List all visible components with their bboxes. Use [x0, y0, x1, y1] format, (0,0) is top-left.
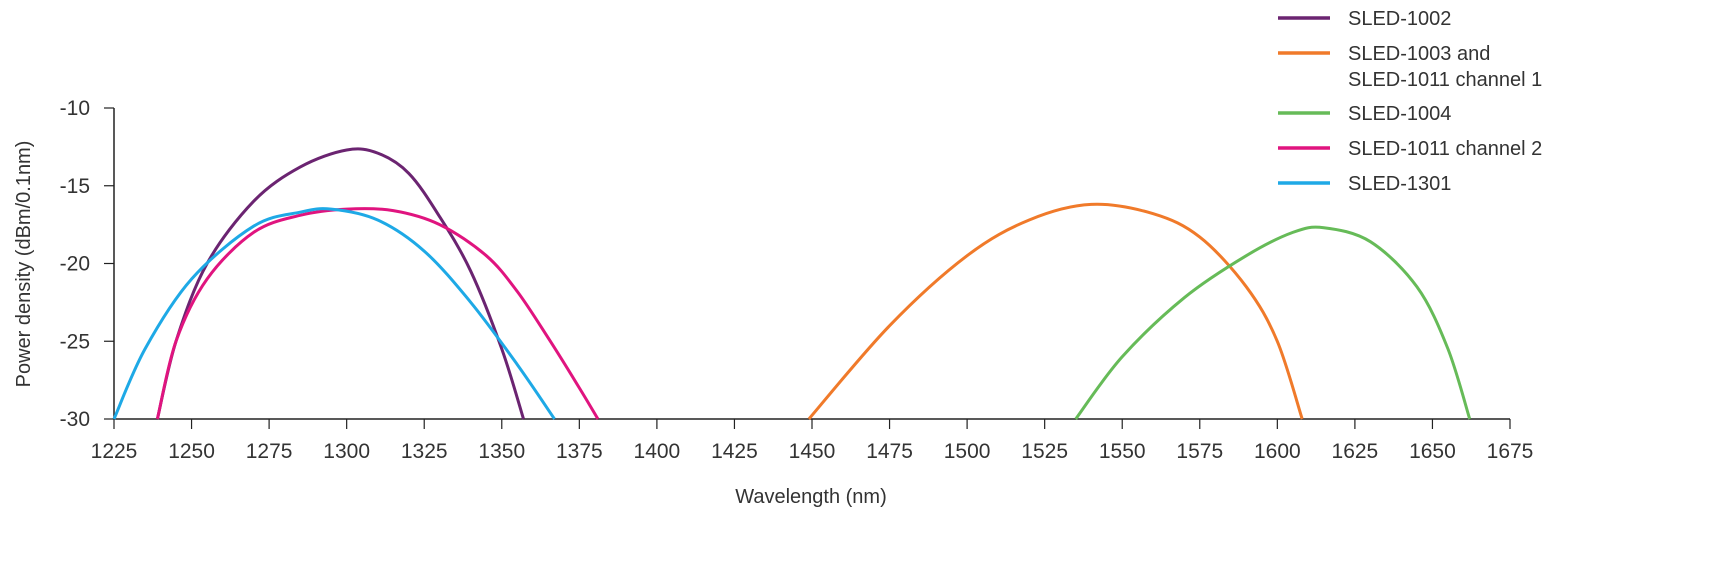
- legend-label: SLED-1002: [1348, 8, 1451, 30]
- x-tick-label: 1450: [789, 440, 836, 463]
- x-tick-label: 1425: [711, 440, 758, 463]
- x-tick-label: 1325: [401, 440, 448, 463]
- legend-label: SLED-1004: [1348, 103, 1451, 125]
- y-tick-label: -25: [60, 330, 90, 353]
- x-tick-label: 1350: [478, 440, 525, 463]
- x-tick-label: 1525: [1021, 440, 1068, 463]
- x-tick-label: 1600: [1254, 440, 1301, 463]
- legend-label-line: SLED-1011 channel 1: [1348, 69, 1542, 91]
- x-axis-title: Wavelength (nm): [735, 486, 887, 508]
- legend: SLED-1002 SLED-1003 and SLED-1011 channel …: [1278, 8, 1542, 195]
- legend-label-line: SLED-1003 and: [1348, 43, 1490, 65]
- x-tick-label: 1650: [1409, 440, 1456, 463]
- legend-label: SLED-1301: [1348, 173, 1451, 195]
- y-tick-label: -15: [60, 175, 90, 198]
- x-tick-label: 1375: [556, 440, 603, 463]
- y-axis-title: Power density (dBm/0.1nm): [13, 141, 35, 388]
- y-tick-label: -20: [60, 253, 90, 276]
- series-line: [112, 207, 556, 420]
- y-tick-label: -30: [60, 408, 90, 431]
- series-line: [155, 147, 525, 420]
- x-tick-label: 1625: [1332, 440, 1379, 463]
- x-tick-label: 1400: [634, 440, 681, 463]
- series-line: [155, 207, 600, 420]
- series-layer: [112, 147, 1472, 420]
- x-tick-label: 1500: [944, 440, 991, 463]
- legend-label: SLED-1011 channel 2: [1348, 138, 1542, 160]
- x-tick-label: 1575: [1176, 440, 1223, 463]
- x-tick-label: 1550: [1099, 440, 1146, 463]
- x-tick-label: 1250: [168, 440, 215, 463]
- series-line: [807, 202, 1304, 420]
- x-tick-label: 1475: [866, 440, 913, 463]
- y-tick-label: -10: [60, 97, 90, 120]
- legend-label: SLED-1003 and SLED-1011 channel 1: [1348, 43, 1542, 91]
- x-tick-label: 1675: [1487, 440, 1534, 463]
- x-tick-label: 1275: [246, 440, 293, 463]
- series-line: [1074, 225, 1472, 420]
- x-tick-label: 1300: [323, 440, 370, 463]
- x-tick-label: 1225: [91, 440, 138, 463]
- axes: 1225 1250 1275 1300 1325 1350 1375 1400 1425 1450…: [60, 97, 1534, 463]
